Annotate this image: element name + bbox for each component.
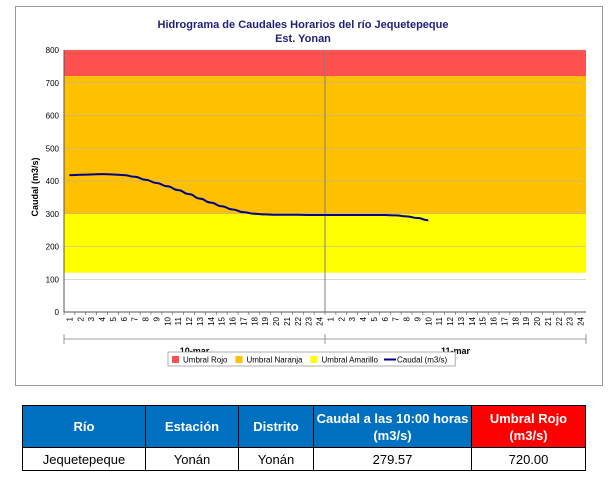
- x-tick-label: 12: [446, 316, 455, 325]
- y-tick-label: 600: [46, 112, 60, 121]
- header-flow: Caudal a las 10:00 horas (m3/s): [313, 405, 472, 448]
- y-tick-label: 700: [46, 79, 60, 88]
- y-axis-label: Caudal (m3/s): [30, 157, 40, 216]
- legend-label: Caudal (m3/s): [397, 356, 448, 365]
- x-tick-label: 20: [533, 316, 542, 325]
- header-station: Estación: [145, 405, 239, 448]
- x-tick-label: 12: [185, 316, 194, 325]
- x-tick-label: 7: [392, 316, 401, 321]
- y-tick-label: 0: [55, 308, 60, 317]
- x-tick-label: 11: [435, 316, 444, 325]
- header-river: Río: [22, 405, 146, 448]
- x-tick-label: 24: [316, 316, 325, 325]
- x-tick-label: 1: [65, 316, 74, 321]
- header-red-threshold: Umbral Rojo (m3/s): [471, 405, 586, 448]
- x-tick-label: 11: [174, 316, 183, 325]
- x-tick-label: 19: [261, 316, 270, 325]
- x-tick-label: 9: [152, 316, 161, 321]
- x-tick-label: 21: [283, 316, 292, 325]
- x-tick-label: 6: [120, 316, 129, 321]
- x-tick-label: 15: [479, 316, 488, 325]
- x-tick-label: 21: [544, 316, 553, 325]
- x-tick-label: 20: [272, 316, 281, 325]
- y-tick-label: 300: [46, 210, 60, 219]
- legend-swatch: [310, 356, 318, 363]
- x-tick-label: 19: [522, 316, 531, 325]
- x-tick-label: 23: [566, 316, 575, 325]
- x-tick-label: 22: [294, 316, 303, 325]
- cell-station: Yonán: [145, 447, 239, 471]
- x-tick-label: 8: [142, 316, 151, 321]
- x-tick-label: 14: [468, 316, 477, 325]
- chart-title: Hidrograma de Caudales Horarios del río …: [158, 19, 449, 31]
- y-tick-label: 400: [46, 177, 60, 186]
- x-tick-label: 15: [218, 316, 227, 325]
- x-tick-label: 16: [229, 316, 238, 325]
- x-tick-label: 14: [207, 316, 216, 325]
- chart-subtitle: Est. Yonan: [275, 33, 331, 45]
- x-tick-label: 10: [424, 316, 433, 325]
- y-tick-label: 500: [46, 144, 60, 153]
- x-tick-label: 3: [87, 316, 96, 321]
- x-tick-label: 17: [239, 316, 248, 325]
- table-row: Jequetepeque Yonán Yonán 279.57 720.00: [22, 447, 586, 471]
- x-tick-label: 2: [337, 316, 346, 321]
- legend-label: Umbral Amarillo: [322, 356, 379, 365]
- x-tick-label: 2: [76, 316, 85, 321]
- y-tick-label: 200: [46, 243, 60, 252]
- legend-label: Umbral Rojo: [183, 356, 228, 365]
- x-tick-label: 3: [348, 316, 357, 321]
- legend-label: Umbral Naranja: [246, 356, 303, 365]
- x-tick-label: 9: [413, 316, 422, 321]
- x-tick-label: 1: [326, 316, 335, 321]
- series-line-0: [69, 173, 429, 222]
- header-district: Distrito: [238, 405, 314, 448]
- x-tick-label: 18: [250, 316, 259, 325]
- x-tick-label: 23: [305, 316, 314, 325]
- legend-swatch: [172, 356, 179, 363]
- x-tick-label: 6: [381, 316, 390, 321]
- flow-info-table: Río Estación Distrito Caudal a las 10:00…: [22, 405, 586, 471]
- cell-red-threshold: 720.00: [471, 447, 586, 471]
- x-tick-label: 13: [196, 316, 205, 325]
- day-label: 11-mar: [441, 346, 471, 356]
- y-tick-label: 800: [46, 46, 60, 55]
- legend-swatch: [235, 356, 243, 363]
- x-tick-label: 5: [109, 316, 118, 321]
- x-tick-label: 22: [555, 316, 564, 325]
- day-label: 10-mar: [180, 346, 210, 356]
- x-tick-label: 5: [370, 316, 379, 321]
- x-tick-label: 4: [359, 316, 368, 321]
- x-tick-label: 16: [490, 316, 499, 325]
- chart-frame: Hidrograma de Caudales Horarios del río …: [15, 6, 603, 386]
- x-tick-label: 8: [403, 316, 412, 321]
- x-tick-label: 24: [577, 316, 586, 325]
- cell-flow: 279.57: [313, 447, 472, 471]
- x-tick-label: 17: [500, 316, 509, 325]
- y-tick-label: 100: [46, 275, 60, 284]
- x-tick-label: 18: [511, 316, 520, 325]
- x-tick-label: 4: [98, 316, 107, 321]
- x-tick-label: 10: [163, 316, 172, 325]
- hydrograph-chart: Hidrograma de Caudales Horarios del río …: [30, 19, 587, 367]
- cell-river: Jequetepeque: [22, 447, 146, 471]
- x-tick-label: 13: [457, 316, 466, 325]
- x-tick-label: 7: [131, 316, 140, 321]
- cell-district: Yonán: [238, 447, 314, 471]
